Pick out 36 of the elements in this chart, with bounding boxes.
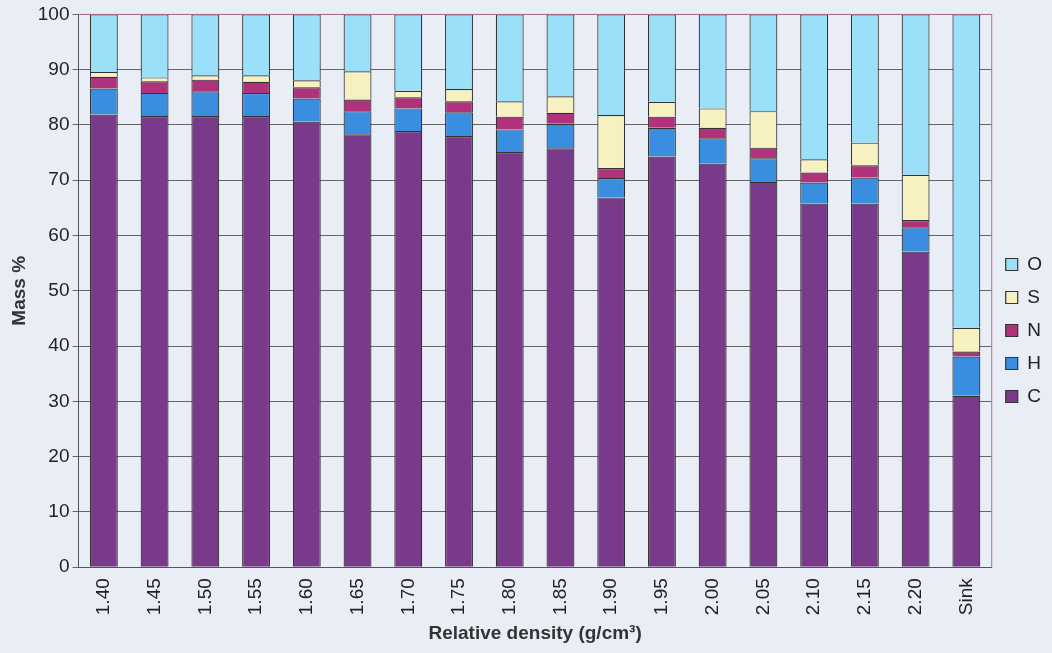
y-tick-label: 40 (48, 334, 70, 356)
x-tick-label: 1.75 (447, 578, 469, 616)
x-tick-label: 1.90 (599, 578, 621, 616)
y-axis-title: Mass % (7, 255, 29, 326)
legend-label: H (1027, 351, 1041, 373)
y-tick-label: 60 (48, 223, 70, 245)
x-tick-label: 1.60 (295, 578, 317, 616)
y-tick-label: 100 (37, 2, 70, 24)
y-tick-label: 80 (48, 113, 70, 135)
y-tick-label: 10 (48, 500, 70, 522)
x-tick-label: 2.05 (751, 578, 773, 616)
x-tick-label: 1.65 (345, 578, 367, 616)
legend-label: S (1027, 285, 1040, 307)
x-tick-label: 1.95 (650, 578, 672, 616)
y-tick-label: 20 (48, 444, 70, 466)
y-tick-label: 30 (48, 389, 70, 411)
x-tick-label: 2.20 (903, 578, 925, 616)
y-tick-label: 70 (48, 168, 70, 190)
legend-label: C (1027, 384, 1041, 406)
legend-label: N (1027, 318, 1041, 340)
x-tick-label: 1.70 (396, 578, 418, 616)
x-tick-label: 1.45 (142, 578, 164, 616)
x-tick-label: 1.80 (497, 578, 519, 616)
legend-label: O (1027, 252, 1042, 274)
x-tick-label: 2.00 (700, 578, 722, 616)
y-tick-label: 0 (58, 555, 70, 577)
y-tick-label: 90 (48, 57, 70, 79)
x-tick-label: 1.85 (548, 578, 570, 616)
x-tick-label: 1.55 (244, 578, 266, 616)
x-tick-label: 2.10 (802, 578, 824, 616)
x-tick-label: Sink (954, 577, 976, 616)
x-tick-label: 1.50 (193, 578, 215, 616)
x-axis-title: Relative density (g/cm³) (428, 621, 642, 643)
x-tick-label: 2.15 (853, 578, 875, 616)
x-tick-label: 1.40 (92, 578, 114, 616)
y-tick-label: 50 (48, 279, 70, 301)
